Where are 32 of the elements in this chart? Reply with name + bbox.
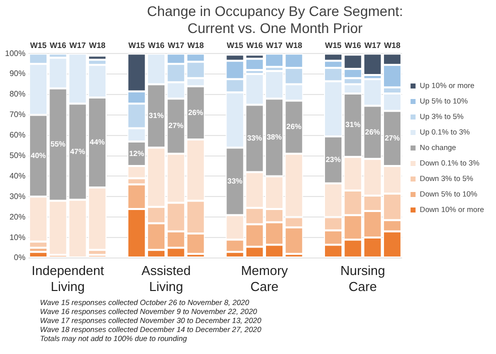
x-tick-label: W16: [148, 41, 166, 50]
y-tick-label: 80%: [9, 90, 26, 99]
chart-title: Change in Occupancy By Care Segment: Current vs. One Month Prior: [146, 3, 404, 37]
x-tick-label: W18: [89, 41, 106, 50]
x-tick-label: W16: [246, 41, 264, 50]
y-tick-label: 60%: [9, 130, 26, 140]
x-tick-label: W17: [266, 41, 284, 50]
x-tick-label: W18: [384, 41, 401, 50]
x-tick-label: W15: [325, 41, 342, 50]
y-tick-label: 30%: [9, 192, 26, 201]
y-tick-label: 40%: [9, 171, 26, 180]
y-tick-label: 100%: [4, 48, 26, 58]
text: Independent Living: [32, 263, 104, 294]
x-tick-label: W17: [168, 41, 185, 50]
x-tick-label: W17: [69, 41, 86, 50]
text: Memory Care: [240, 263, 288, 294]
x-tick-label: W15: [128, 41, 146, 50]
x-tick-label: W15: [30, 41, 48, 50]
y-tick-label: 0%: [14, 253, 26, 262]
x-tick-label: W15: [226, 41, 244, 50]
y-tick-label: 70%: [9, 110, 26, 120]
x-tick-label: W18: [286, 41, 303, 50]
text: Assisted Living: [142, 263, 191, 294]
x-tick-label: W17: [364, 41, 382, 50]
y-tick-label: 20%: [9, 212, 26, 222]
y-tick-label: 90%: [9, 69, 26, 78]
y-tick-label: 10%: [9, 232, 26, 242]
text: Nursing Care: [340, 263, 386, 294]
y-tick-label: 50%: [9, 151, 26, 160]
x-tick-label: W16: [344, 41, 362, 50]
x-tick-label: W16: [50, 41, 67, 50]
x-tick-label: W18: [187, 41, 204, 50]
